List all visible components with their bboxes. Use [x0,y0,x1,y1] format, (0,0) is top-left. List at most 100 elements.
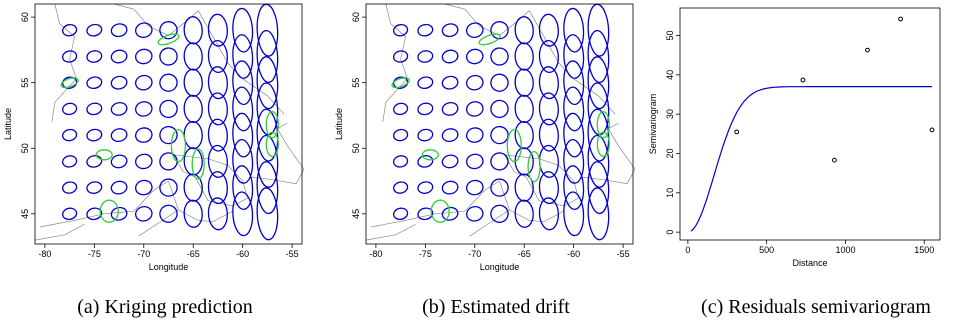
caption-c: (c) Residuals semivariogram [701,296,931,318]
model-curve [691,87,932,232]
prediction-ellipse [62,23,78,37]
x-tick-label: -65 [187,249,200,259]
x-tick-label: 500 [759,245,774,255]
prediction-ellipse [441,23,459,38]
prediction-ellipse [62,102,78,116]
prediction-ellipse [158,125,178,145]
prediction-ellipse [489,125,509,145]
y-tick-label: 50 [665,31,675,41]
x-tick-label: -55 [286,249,299,259]
prediction-ellipse [489,73,509,93]
coast-line [40,181,233,227]
y-tick-label: 45 [351,209,361,219]
prediction-ellipse [62,155,78,169]
x-tick-label: -70 [137,249,150,259]
data-point [930,128,934,132]
observation-ellipse [422,150,438,160]
y-axis-label: Latitude [334,108,344,140]
prediction-ellipse [110,206,128,221]
prediction-ellipse [539,145,559,178]
prediction-ellipse [417,154,434,168]
prediction-ellipse [184,69,203,97]
x-tick-label: 1000 [835,245,855,255]
prediction-ellipse [465,48,484,65]
observation-ellipse [100,200,118,222]
prediction-ellipse [465,74,484,91]
data-point [833,158,837,162]
panel-residuals-semivariogram: 0 500 1000 150001020304050DistanceSemivario… [648,8,940,268]
prediction-ellipse [441,49,459,64]
y-tick-label: 60 [351,12,361,22]
prediction-ellipse [465,126,484,143]
prediction-ellipse [539,197,559,230]
prediction-ellipse [489,46,509,66]
prediction-ellipse [134,74,153,91]
panel-estimated-drift: -80 -75 -70 -65 -60 -55 45 50 55 60 Longitude Latit… [334,4,635,272]
prediction-ellipse [417,102,434,116]
observation-ellipse [60,76,80,90]
y-tick-label: 55 [351,78,361,88]
y-axis-label: Semivariogram [648,94,658,155]
data-point [866,48,870,52]
prediction-ellipse [110,154,128,169]
data-point [801,78,805,82]
prediction-ellipse [110,127,128,142]
prediction-ellipse [393,128,409,142]
prediction-ellipse [86,181,103,195]
prediction-ellipse [465,22,484,39]
prediction-ellipse [86,76,103,90]
prediction-ellipse [417,23,434,37]
prediction-ellipse [393,181,409,195]
prediction-ellipse [539,171,559,204]
prediction-ellipse [62,207,78,221]
x-tick-label: -65 [518,249,531,259]
prediction-ellipse [539,14,559,47]
prediction-ellipse [86,23,103,37]
prediction-ellipse [515,16,534,44]
x-tick-label: -75 [419,249,432,259]
prediction-ellipse [110,49,128,64]
prediction-ellipse [539,66,559,99]
prediction-ellipse [208,145,228,178]
prediction-ellipse [515,147,534,175]
y-tick-label: 55 [20,78,30,88]
prediction-ellipse [393,102,409,116]
y-tick-label: 10 [665,188,675,198]
prediction-ellipse [417,128,434,142]
x-tick-label: -60 [567,249,580,259]
prediction-ellipse [563,8,585,53]
data-point [735,130,739,134]
prediction-ellipse [441,180,459,195]
prediction-ellipse [110,23,128,38]
prediction-ellipse [465,100,484,117]
observation-ellipse [431,200,449,222]
y-tick-label: 50 [20,143,30,153]
prediction-ellipse [441,127,459,142]
prediction-ellipse [417,76,434,90]
prediction-ellipse [515,43,534,71]
prediction-ellipse [134,100,153,117]
prediction-ellipse [417,49,434,63]
prediction-ellipse [393,155,409,169]
caption-a: (a) Kriging prediction [77,296,253,318]
prediction-ellipse [110,180,128,195]
prediction-ellipse [393,50,409,64]
prediction-ellipse [539,93,559,126]
prediction-ellipse [110,75,128,90]
x-tick-label: -75 [88,249,101,259]
coast-line [529,11,615,115]
prediction-ellipse [184,16,203,44]
prediction-ellipse [208,66,228,99]
prediction-ellipse [489,151,509,171]
prediction-ellipse [515,69,534,97]
y-tick-label: 40 [665,70,675,80]
prediction-ellipses [62,4,279,240]
x-tick-label: -70 [468,249,481,259]
y-tick-label: 45 [20,209,30,219]
prediction-ellipse [110,101,128,116]
prediction-ellipse [417,181,434,195]
plot-frame [680,8,940,240]
observation-ellipse [266,132,278,156]
x-tick-label: -60 [236,249,249,259]
prediction-ellipse [134,22,153,39]
